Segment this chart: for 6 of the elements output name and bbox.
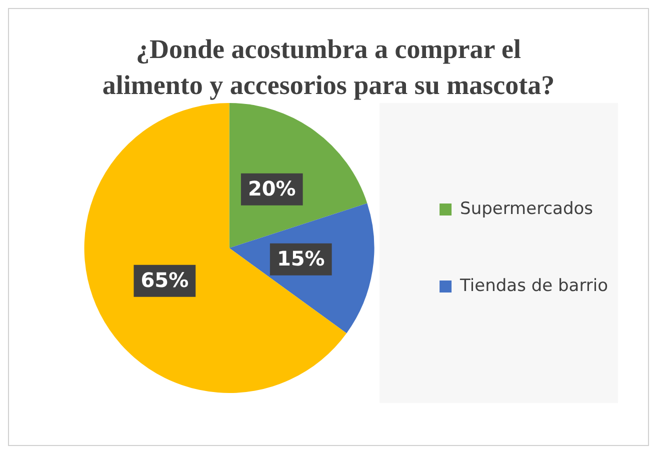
chart-title: ¿Donde acostumbra a comprar el alimento y accesorios para su mascota? (101, 33, 556, 102)
data-label: 20% (248, 176, 296, 201)
data-label: 65% (140, 268, 189, 292)
legend-label: Tiendas de barrio (459, 276, 608, 296)
data-label: 15% (276, 246, 325, 271)
legend-label: Supermercados (460, 198, 594, 219)
